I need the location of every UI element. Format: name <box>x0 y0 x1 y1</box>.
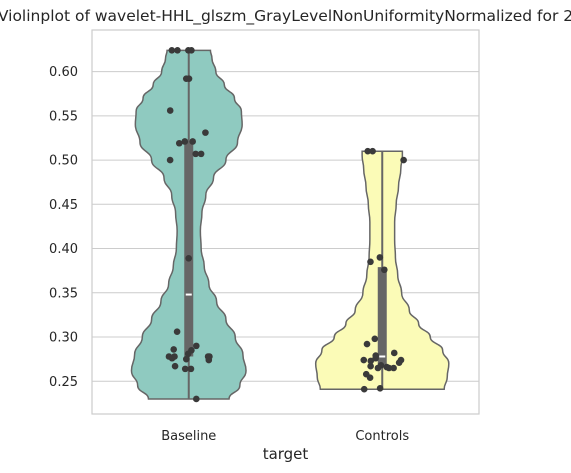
data-point <box>364 148 371 155</box>
y-tick-label: 0.40 <box>49 242 78 257</box>
x-tick-labels: Baseline Controls <box>161 429 409 444</box>
data-point <box>371 335 378 342</box>
data-point <box>381 266 388 273</box>
data-point <box>360 357 367 364</box>
median-marker-baseline <box>186 294 192 296</box>
data-point <box>193 343 200 350</box>
data-point <box>169 47 176 54</box>
data-point <box>174 47 181 54</box>
data-point <box>188 366 195 373</box>
data-point <box>174 328 181 335</box>
x-tick-label: Controls <box>355 429 409 444</box>
y-tick-label: 0.25 <box>49 375 78 390</box>
chart-title: Violinplot of wavelet-HHL_glszm_GrayLeve… <box>0 7 571 26</box>
data-point <box>391 350 398 357</box>
data-point <box>192 151 199 158</box>
data-point <box>182 366 189 373</box>
data-point <box>361 386 368 393</box>
y-tick-labels: 0.25 0.30 0.35 0.40 0.45 0.50 0.55 0.60 <box>49 65 78 390</box>
data-point <box>189 138 196 145</box>
data-point <box>377 385 384 392</box>
data-point <box>185 255 192 262</box>
median-marker-controls <box>379 355 385 357</box>
iqr-box-controls <box>378 267 387 365</box>
y-tick-label: 0.60 <box>49 65 78 80</box>
data-point <box>396 359 403 366</box>
y-tick-label: 0.35 <box>49 286 78 301</box>
data-point <box>367 259 374 266</box>
data-point <box>176 140 183 147</box>
x-axis-label: target <box>263 445 309 463</box>
data-point <box>183 356 190 363</box>
data-point <box>364 341 371 348</box>
data-point <box>188 47 195 54</box>
y-tick-label: 0.55 <box>49 109 78 124</box>
data-point <box>202 129 209 136</box>
data-point <box>375 365 382 372</box>
data-point <box>377 254 384 261</box>
data-point <box>400 157 407 164</box>
y-tick-label: 0.45 <box>49 198 78 213</box>
data-point <box>367 363 374 370</box>
y-tick-label: 0.50 <box>49 154 78 169</box>
data-point <box>172 363 179 370</box>
data-point <box>367 374 374 381</box>
iqr-box-baseline <box>184 141 193 356</box>
data-point <box>386 365 393 372</box>
data-point <box>167 157 174 164</box>
y-tick-label: 0.30 <box>49 331 78 346</box>
data-point <box>169 355 176 362</box>
x-tick-label: Baseline <box>161 429 216 444</box>
violins <box>131 50 448 399</box>
data-point <box>167 107 174 114</box>
data-point <box>193 396 200 403</box>
data-point <box>186 75 193 82</box>
data-point <box>206 357 213 364</box>
data-point <box>170 346 177 353</box>
